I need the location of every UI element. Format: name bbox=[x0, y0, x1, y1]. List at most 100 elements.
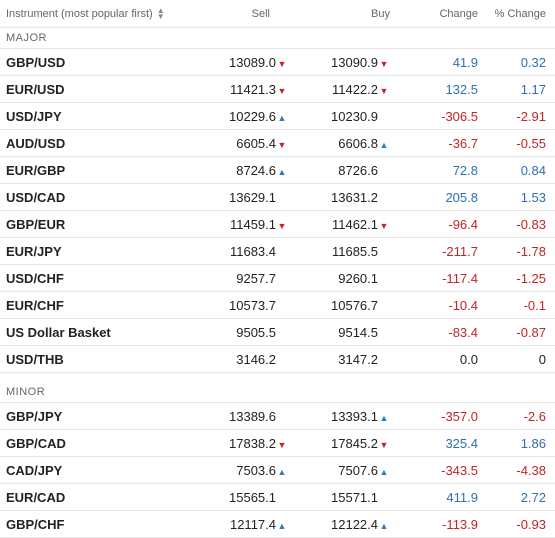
sell-price-cell[interactable]: 11421.3 ▼ bbox=[200, 82, 288, 97]
instrument-name[interactable]: USD/CAD bbox=[6, 189, 66, 205]
buy-price-cell[interactable]: 7507.6 ▲ bbox=[302, 463, 390, 478]
buy-price-cell[interactable]: 10576.7 bbox=[302, 298, 390, 313]
sell-price-cell[interactable]: 11459.1 ▼ bbox=[200, 217, 288, 232]
buy-price-cell[interactable]: 11685.5 bbox=[302, 244, 390, 259]
buy-price: 11685.5 bbox=[331, 243, 378, 259]
table-row[interactable]: CAD/JPY 7503.6 ▲ 7507.6 ▲ -343.5 -4.38 bbox=[0, 457, 555, 484]
pct-change-value: -0.83 bbox=[516, 216, 546, 232]
buy-price-cell[interactable]: 11422.2 ▼ bbox=[302, 82, 390, 97]
sell-price-cell[interactable]: 7503.6 ▲ bbox=[200, 463, 288, 478]
instrument-name[interactable]: EUR/CAD bbox=[6, 489, 66, 505]
buy-price: 15571.1 bbox=[331, 489, 378, 505]
triangle-up-icon: ▲ bbox=[379, 466, 389, 477]
triangle-up-icon: ▲ bbox=[379, 520, 389, 531]
change-value: 411.9 bbox=[446, 489, 478, 505]
change-value: -343.5 bbox=[441, 462, 478, 478]
buy-price: 3147.2 bbox=[338, 351, 378, 367]
instrument-name[interactable]: EUR/GBP bbox=[6, 162, 66, 178]
pct-change-value: -1.25 bbox=[516, 270, 546, 286]
table-row[interactable]: EUR/USD 11421.3 ▼ 11422.2 ▼ 132.5 1.17 bbox=[0, 76, 555, 103]
instrument-name[interactable]: EUR/USD bbox=[6, 81, 65, 97]
buy-price-cell[interactable]: 13631.2 bbox=[302, 190, 390, 205]
instrument-name[interactable]: USD/CHF bbox=[6, 270, 64, 286]
instrument-name[interactable]: GBP/CHF bbox=[6, 516, 65, 532]
buy-price: 11462.1 bbox=[331, 216, 378, 232]
table-row[interactable]: GBP/CAD 17838.2 ▼ 17845.2 ▼ 325.4 1.86 bbox=[0, 430, 555, 457]
buy-price-cell[interactable]: 10230.9 bbox=[302, 109, 390, 124]
sell-price-cell[interactable]: 9257.7 bbox=[200, 271, 288, 286]
instrument-name[interactable]: USD/JPY bbox=[6, 108, 62, 124]
sell-price-cell[interactable]: 3146.2 bbox=[200, 352, 288, 367]
sell-price-cell[interactable]: 15565.1 bbox=[200, 490, 288, 505]
sell-price-cell[interactable]: 13629.1 bbox=[200, 190, 288, 205]
sort-updown-icon[interactable]: ▲ ▼ bbox=[156, 5, 165, 21]
instrument-name[interactable]: GBP/JPY bbox=[6, 408, 63, 424]
change-value: -83.4 bbox=[448, 324, 478, 340]
instrument-name[interactable]: GBP/USD bbox=[6, 54, 66, 70]
instrument-name[interactable]: AUD/USD bbox=[6, 135, 66, 151]
change-value: -96.4 bbox=[448, 216, 478, 232]
sell-price-cell[interactable]: 6605.4 ▼ bbox=[200, 136, 288, 151]
sell-price: 3146.2 bbox=[236, 351, 276, 367]
table-row[interactable]: EUR/CAD 15565.1 15571.1 411.9 2.72 bbox=[0, 484, 555, 511]
triangle-down-icon: ▼ bbox=[379, 85, 389, 96]
buy-price-cell[interactable]: 13090.9 ▼ bbox=[302, 55, 390, 70]
instrument-name[interactable]: USD/THB bbox=[6, 351, 64, 367]
buy-price-cell[interactable]: 9514.5 bbox=[302, 325, 390, 340]
sell-price-cell[interactable]: 11683.4 bbox=[200, 244, 288, 259]
instrument-name[interactable]: EUR/CHF bbox=[6, 297, 64, 313]
table-row[interactable]: AUD/USD 6605.4 ▼ 6606.8 ▲ -36.7 -0.55 bbox=[0, 130, 555, 157]
buy-price: 8726.6 bbox=[338, 162, 378, 178]
buy-price-cell[interactable]: 15571.1 bbox=[302, 490, 390, 505]
sell-price-cell[interactable]: 10573.7 bbox=[200, 298, 288, 313]
buy-price-cell[interactable]: 17845.2 ▼ bbox=[302, 436, 390, 451]
pct-change-value: 1.86 bbox=[520, 435, 546, 451]
sell-price-cell[interactable]: 13089.0 ▼ bbox=[200, 55, 288, 70]
change-value: -10.4 bbox=[448, 297, 478, 313]
sell-price-cell[interactable]: 10229.6 ▲ bbox=[200, 109, 288, 124]
change-column-header[interactable]: Change bbox=[439, 7, 478, 20]
instrument-name[interactable]: CAD/JPY bbox=[6, 462, 63, 478]
buy-price-cell[interactable]: 13393.1 ▲ bbox=[302, 409, 390, 424]
buy-price-cell[interactable]: 3147.2 bbox=[302, 352, 390, 367]
sell-price-cell[interactable]: 17838.2 ▼ bbox=[200, 436, 288, 451]
table-row[interactable]: USD/JPY 10229.6 ▲ 10230.9 -306.5 -2.91 bbox=[0, 103, 555, 130]
triangle-down-icon: ▼ bbox=[379, 439, 389, 450]
pct-change-value: 2.72 bbox=[520, 489, 546, 505]
table-row[interactable]: GBP/JPY 13389.6 13393.1 ▲ -357.0 -2.6 bbox=[0, 403, 555, 430]
buy-price-cell[interactable]: 8726.6 bbox=[302, 163, 390, 178]
sell-price-cell[interactable]: 9505.5 bbox=[200, 325, 288, 340]
table-row[interactable]: USD/CHF 9257.7 9260.1 -117.4 -1.25 bbox=[0, 265, 555, 292]
table-row[interactable]: EUR/JPY 11683.4 11685.5 -211.7 -1.78 bbox=[0, 238, 555, 265]
pct-change-column-header[interactable]: % Change bbox=[494, 7, 546, 20]
sell-price-cell[interactable]: 12117.4 ▲ bbox=[200, 517, 288, 532]
sell-price-cell[interactable]: 8724.6 ▲ bbox=[200, 163, 288, 178]
table-row[interactable]: US Dollar Basket 9505.5 9514.5 -83.4 -0.87 bbox=[0, 319, 555, 346]
instrument-name[interactable]: EUR/JPY bbox=[6, 243, 62, 259]
table-row[interactable]: GBP/USD 13089.0 ▼ 13090.9 ▼ 41.9 0.32 bbox=[0, 49, 555, 76]
instrument-name[interactable]: US Dollar Basket bbox=[6, 324, 111, 340]
buy-price-cell[interactable]: 12122.4 ▲ bbox=[302, 517, 390, 532]
sell-price-cell[interactable]: 13389.6 bbox=[200, 409, 288, 424]
instrument-name[interactable]: GBP/EUR bbox=[6, 216, 66, 232]
buy-price-cell[interactable]: 6606.8 ▲ bbox=[302, 136, 390, 151]
triangle-down-icon: ▼ bbox=[277, 85, 287, 96]
table-row[interactable]: GBP/CHF 12117.4 ▲ 12122.4 ▲ -113.9 -0.93 bbox=[0, 511, 555, 538]
sell-column-header[interactable]: Sell bbox=[251, 7, 270, 20]
table-row[interactable]: EUR/CHF 10573.7 10576.7 -10.4 -0.1 bbox=[0, 292, 555, 319]
table-row[interactable]: GBP/EUR 11459.1 ▼ 11462.1 ▼ -96.4 -0.83 bbox=[0, 211, 555, 238]
triangle-down-icon: ▼ bbox=[379, 58, 389, 69]
table-row[interactable]: USD/CAD 13629.1 13631.2 205.8 1.53 bbox=[0, 184, 555, 211]
buy-price: 17845.2 bbox=[331, 435, 378, 451]
buy-price-cell[interactable]: 11462.1 ▼ bbox=[302, 217, 390, 232]
buy-column-header[interactable]: Buy bbox=[371, 7, 390, 20]
table-row[interactable]: EUR/GBP 8724.6 ▲ 8726.6 72.8 0.84 bbox=[0, 157, 555, 184]
sell-price: 7503.6 bbox=[236, 462, 276, 478]
table-row[interactable]: USD/THB 3146.2 3147.2 0.0 0 bbox=[0, 346, 555, 373]
instrument-name[interactable]: GBP/CAD bbox=[6, 435, 66, 451]
pct-change-value: 1.17 bbox=[520, 81, 546, 97]
buy-price-cell[interactable]: 9260.1 bbox=[302, 271, 390, 286]
pct-change-value: -0.1 bbox=[523, 297, 546, 313]
instrument-column-header[interactable]: Instrument (most popular first) ▲ ▼ bbox=[0, 5, 200, 21]
